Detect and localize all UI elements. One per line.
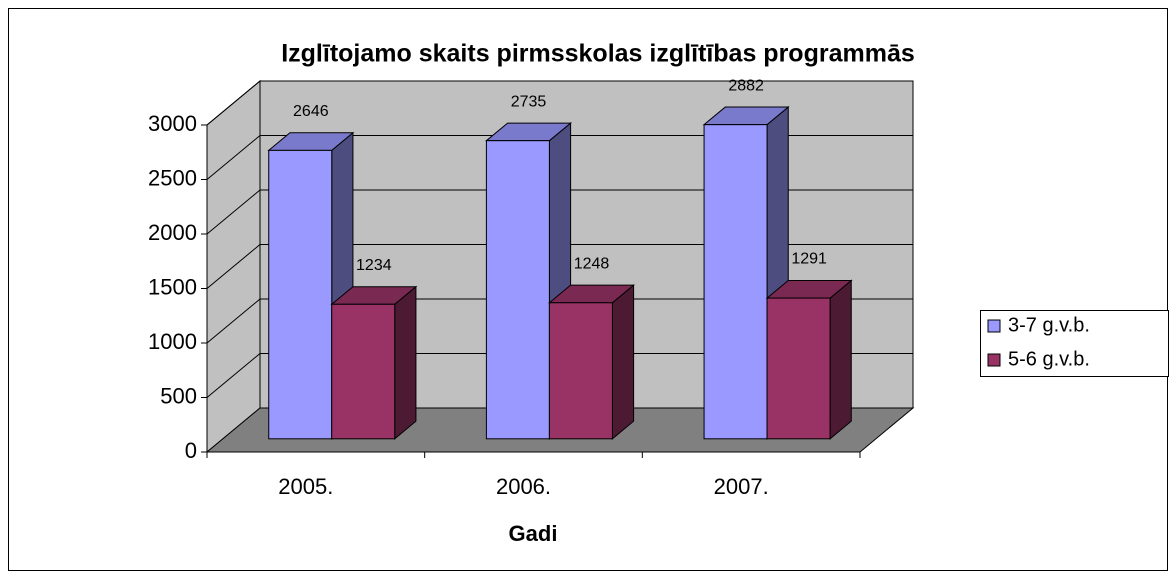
data-label: 1234 bbox=[356, 257, 392, 274]
legend-label: 3-7 g.v.b. bbox=[1008, 314, 1090, 336]
grid-line bbox=[206, 298, 261, 344]
x-tick-label: 2007. bbox=[714, 474, 769, 499]
data-label: 2735 bbox=[511, 93, 547, 110]
bar-side bbox=[394, 285, 417, 440]
y-tick-label: 500 bbox=[160, 383, 197, 408]
x-axis-title: Gadi bbox=[509, 521, 558, 546]
y-tick-label: 0 bbox=[185, 438, 197, 463]
x-tick-label: 2005. bbox=[278, 474, 333, 499]
grid-line bbox=[206, 189, 261, 235]
data-label: 1248 bbox=[574, 255, 610, 272]
x-tick-label: 2006. bbox=[496, 474, 551, 499]
y-tick-label: 2000 bbox=[148, 220, 197, 245]
bar bbox=[485, 140, 550, 440]
legend bbox=[980, 310, 1169, 377]
bar bbox=[268, 149, 333, 440]
bar bbox=[331, 303, 396, 440]
y-tick-label: 1000 bbox=[148, 329, 197, 354]
bar-side bbox=[611, 284, 635, 440]
grid-line bbox=[206, 244, 261, 289]
bar bbox=[703, 124, 768, 440]
legend-swatch bbox=[987, 353, 1001, 367]
data-label: 1291 bbox=[791, 251, 827, 268]
grid-line bbox=[206, 80, 261, 126]
data-label: 2882 bbox=[728, 77, 764, 94]
grid-line bbox=[206, 135, 261, 180]
bar bbox=[548, 302, 613, 440]
legend-label: 5-6 g.v.b. bbox=[1008, 348, 1090, 370]
y-tick-label: 3000 bbox=[148, 111, 197, 136]
bar-side bbox=[829, 279, 852, 440]
bar bbox=[766, 297, 831, 440]
chart-title: Izglītojamo skaits pirmsskolas izglītība… bbox=[281, 40, 915, 68]
data-label: 2646 bbox=[293, 103, 329, 120]
legend-swatch bbox=[987, 319, 1001, 333]
grid-line bbox=[206, 353, 261, 398]
y-tick-label: 1500 bbox=[148, 274, 197, 299]
y-tick-label: 2500 bbox=[148, 165, 197, 190]
